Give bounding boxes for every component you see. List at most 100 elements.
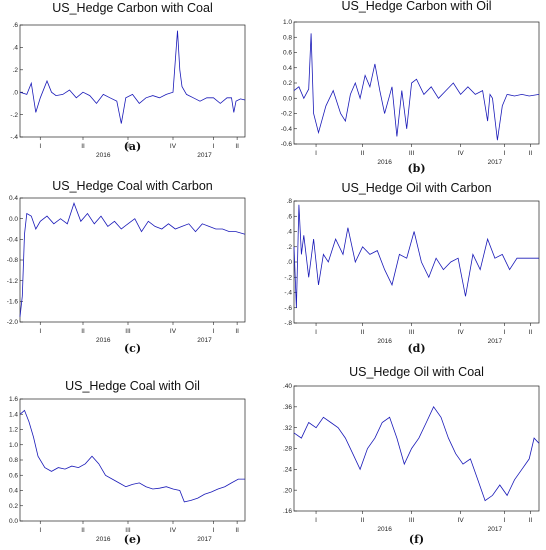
x-tick-label: I [39,527,41,534]
x-tick-label: III [125,527,131,534]
x-tick-label: III [409,517,415,524]
y-tick-label: 1.2 [9,427,18,434]
plot-frame [19,197,246,323]
y-tick-label: -.2 [10,112,18,119]
series-line [293,406,540,502]
panel-caption: (d) [407,342,425,355]
x-tick-label: I [213,328,215,335]
x-tick-label: I [504,329,506,336]
y-tick-label: 0.4 [9,488,18,495]
y-tick-label: 0.4 [283,65,292,72]
plot-frame [19,24,246,138]
panel-caption: (b) [407,162,425,175]
x-tick-label: I [504,517,506,524]
x-tick-label: II [361,517,365,524]
chart-panel-4: US_Hedge Oil with Carbon .8 .6 .4 .2 .0 -.2 -.4… [284,181,540,355]
y-tick-label: 0.0 [9,216,18,223]
chart-title: US_Hedge Carbon with Oil [341,0,491,13]
y-tick-label: 1.4 [9,411,18,418]
chart-panel-2: US_Hedge Carbon with Oil 1.0 0.8 0.6 0.4 0.2 0… [281,0,540,175]
panel-caption: (c) [124,342,141,355]
x-tick-label: IV [170,328,177,335]
x-tick-label: II [529,329,533,336]
x-tick-label: I [213,527,215,534]
x-year-label: 2017 [197,337,212,344]
x-year-label: 2017 [197,152,212,159]
x-year-label: 2016 [96,536,111,543]
y-tick-label: .40 [283,383,292,390]
x-year-label: 2016 [377,159,392,166]
series-line [19,201,246,317]
series-line [293,204,539,308]
y-tick-label: 0.2 [283,80,292,87]
y-tick-label: .16 [283,508,292,515]
plot-frame [293,21,540,145]
x-tick-label: II [81,143,85,150]
chart-title: US_Hedge Coal with Carbon [52,179,213,193]
x-year-label: 2016 [377,526,392,533]
x-tick-label: II [81,328,85,335]
y-tick-label: -.4 [10,134,18,141]
x-tick-label: I [315,329,317,336]
chart-title: US_Hedge Coal with Oil [65,379,200,393]
y-tick-label: 0.6 [283,50,292,57]
y-tick-label: -0.8 [7,257,19,264]
y-tick-label: 1.0 [283,19,292,26]
y-tick-label: .4 [13,45,19,52]
y-tick-label: -0.6 [281,141,293,148]
x-year-label: 2016 [377,338,392,345]
panel-caption: (a) [124,140,142,153]
x-tick-label: II [529,517,533,524]
y-tick-label: 0.2 [9,503,18,510]
chart-panel-1: US_Hedge Carbon with Coal .6 .4 .2 .0 -.2 -.4 I… [10,1,246,159]
y-tick-label: .4 [287,229,293,236]
x-tick-label: I [39,328,41,335]
y-tick-label: -.2 [284,274,292,281]
x-tick-label: IV [170,143,177,150]
x-tick-label: IV [458,329,465,336]
y-tick-label: 0.0 [9,518,18,525]
x-tick-label: IV [458,517,465,524]
x-tick-label: III [125,328,131,335]
y-tick-label: -.8 [284,320,292,327]
y-tick-label: 0.0 [283,95,292,102]
y-tick-label: .36 [283,404,292,411]
x-tick-label: II [235,143,239,150]
y-tick-label: .0 [287,259,293,266]
y-tick-label: 0.8 [283,34,292,41]
chart-title: US_Hedge Oil with Carbon [341,181,491,195]
x-tick-label: II [81,527,85,534]
y-tick-label: -2.0 [7,319,19,326]
y-tick-label: 1.0 [9,442,18,449]
x-tick-label: I [315,150,317,157]
x-tick-label: I [504,150,506,157]
y-tick-label: -.4 [284,290,292,297]
chart-panel-5: US_Hedge Coal with Oil 1.6 1.4 1.2 1.0 0.8 0.6… [9,379,246,546]
plot-frame [293,385,540,512]
series-line [293,33,540,141]
x-year-label: 2016 [96,152,111,159]
x-tick-label: II [361,150,365,157]
x-tick-label: I [315,517,317,524]
y-tick-label: .8 [287,198,293,205]
x-tick-label: IV [458,150,465,157]
x-tick-label: II [235,328,239,335]
plot-frame [293,200,540,324]
x-tick-label: II [529,150,533,157]
chart-title: US_Hedge Oil with Coal [349,365,484,379]
x-year-label: 2017 [197,536,212,543]
y-tick-label: .24 [283,467,292,474]
x-year-label: 2016 [96,337,111,344]
x-tick-label: IV [170,527,177,534]
y-tick-label: -1.6 [7,299,19,306]
y-tick-label: -0.2 [281,111,293,118]
panel-caption: (f) [409,533,424,546]
x-year-label: 2017 [488,159,503,166]
y-tick-label: -0.4 [281,126,293,133]
x-tick-label: I [39,143,41,150]
series-line [19,409,245,503]
chart-panel-6: US_Hedge Oil with Coal .40 .36 .32 .28 .24 .20… [283,365,540,546]
x-tick-label: III [409,329,415,336]
x-tick-label: III [125,143,131,150]
y-tick-label: .2 [287,244,293,251]
